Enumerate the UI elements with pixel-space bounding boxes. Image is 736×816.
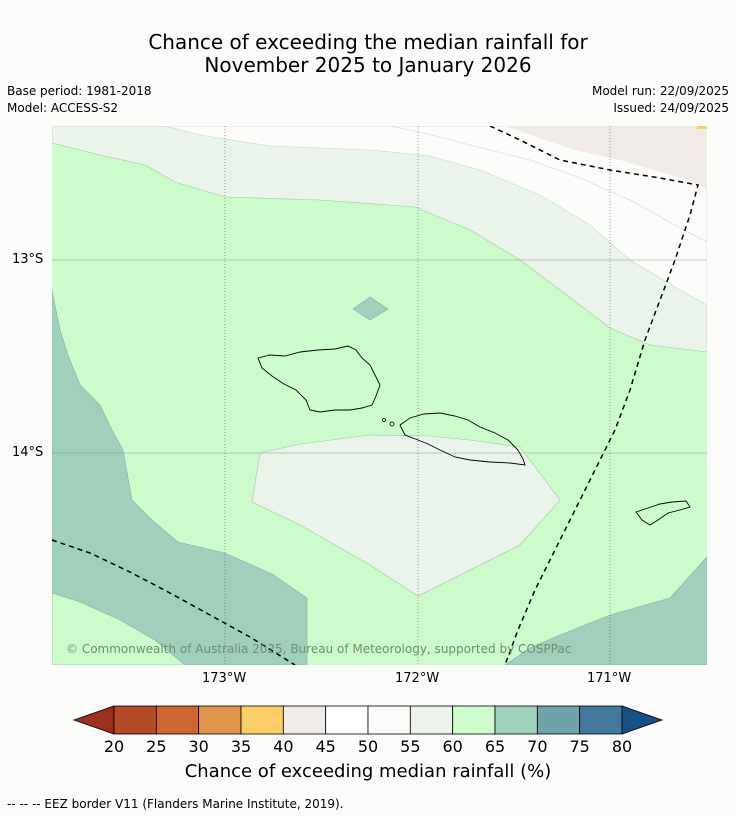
colorbar-segment-30-35 (198, 705, 242, 735)
colorbar-segment-45-50 (325, 705, 369, 735)
contour-40-45-northeast (505, 126, 707, 190)
colorbar-tick-35: 35 (230, 737, 252, 756)
colorbar-tick-75: 75 (569, 737, 590, 756)
model-run-date: Model run: 22/09/2025 (591, 84, 729, 98)
colorbar-tick-45: 45 (315, 737, 336, 756)
base-period: Base period: 1981-2018 (7, 84, 152, 98)
colorbar-tick-70: 70 (527, 737, 548, 756)
colorbar-segment-70-75 (536, 705, 581, 735)
island-islet-2 (389, 421, 395, 427)
contour-60-65-southwest (52, 592, 186, 665)
eez-border-southwest (52, 539, 296, 665)
contour-55-60-central (251, 434, 561, 597)
map-title: Chance of exceeding the median rainfall … (0, 31, 736, 77)
colorbar-segment-60-65 (452, 705, 496, 735)
colorbar-tick-60: 60 (442, 737, 463, 756)
lon-label-173w: 173°W (202, 671, 247, 686)
lon-label-171w: 171°W (587, 671, 632, 686)
colorbar-segment-65-70 (494, 705, 538, 735)
contour-65-70-southeast (504, 556, 707, 665)
title-line-2: November 2025 to January 2026 (204, 53, 532, 77)
colorbar-tick-30: 30 (188, 737, 209, 756)
island-savaii (257, 345, 381, 413)
colorbar (72, 705, 664, 735)
lat-label-14s: 14°S (12, 445, 44, 460)
colorbar-extend-low (72, 705, 115, 735)
title-line-1: Chance of exceeding the median rainfall … (148, 30, 588, 54)
colorbar-segment-75-80 (579, 705, 623, 735)
colorbar-label: Chance of exceeding median rainfall (%) (184, 761, 552, 782)
colorbar-tick-40: 40 (273, 737, 294, 756)
colorbar-extend-high (621, 705, 664, 735)
issued-date: Issued: 24/09/2025 (613, 101, 729, 115)
colorbar-tick-25: 25 (146, 737, 167, 756)
colorbar-segment-35-40 (240, 705, 284, 735)
colorbar-segment-20-25 (113, 705, 157, 735)
colorbar-tick-80: 80 (611, 737, 633, 756)
run-meta: Model run: 22/09/2025 Issued: 24/09/2025 (592, 83, 729, 117)
eez-footnote: -- -- -- EEZ border V11 (Flanders Marine… (7, 797, 344, 811)
lon-label-172w: 172°W (395, 671, 440, 686)
eez-border-east (489, 126, 699, 665)
island-upolu (399, 412, 526, 466)
colorbar-segment-50-55 (367, 705, 411, 735)
colorbar-segment-55-60 (409, 705, 454, 735)
colorbar-tick-50: 50 (357, 737, 379, 756)
contour-65-70-patch (352, 296, 389, 321)
model-name: Model: ACCESS-S2 (7, 101, 119, 115)
colorbar-tick-55: 55 (400, 737, 421, 756)
lat-label-13s: 13°S (12, 252, 44, 267)
contour-65-70-west (52, 289, 308, 665)
map-area: © Commonwealth of Australia 2025, Bureau… (52, 126, 707, 665)
colorbar-tick-20: 20 (103, 737, 125, 756)
copyright-notice: © Commonwealth of Australia 2025, Bureau… (66, 642, 571, 656)
colorbar-tick-65: 65 (484, 737, 506, 756)
island-islet-1 (382, 418, 386, 422)
colorbar-segment-25-30 (155, 705, 200, 735)
colorbar-segment-40-45 (282, 705, 327, 735)
contour-35-40-corner (697, 126, 707, 129)
island-tutuila (635, 500, 691, 526)
base-meta: Base period: 1981-2018 Model: ACCESS-S2 (7, 83, 152, 117)
